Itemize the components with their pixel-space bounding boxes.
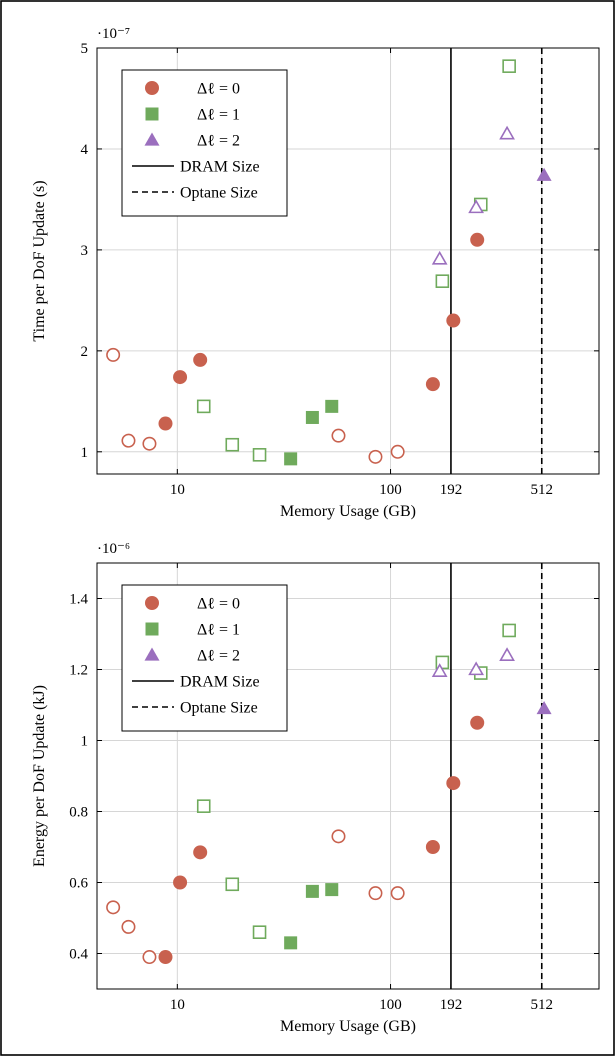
y-tick-label: 1.4 bbox=[69, 592, 88, 608]
legend-swatch-square bbox=[145, 107, 159, 121]
legend-swatch-circle bbox=[145, 596, 159, 610]
x-tick-label: 10 bbox=[170, 997, 185, 1013]
x-tick-label: 100 bbox=[379, 482, 402, 498]
legend-label: DRAM Size bbox=[180, 159, 260, 176]
legend-label: Optane Size bbox=[180, 700, 258, 717]
y-tick-label: 1 bbox=[81, 734, 89, 750]
y-tick-label: 0.6 bbox=[69, 876, 88, 892]
y-axis-label: Time per DoF Update (s) bbox=[31, 180, 48, 341]
data-point-triangle-filled bbox=[536, 701, 552, 715]
data-point-square-open bbox=[196, 799, 211, 813]
data-point-triangle-open bbox=[468, 199, 485, 214]
data-point-circle-open bbox=[331, 428, 346, 443]
data-point-square-filled bbox=[325, 883, 339, 897]
legend-label: DRAM Size bbox=[180, 674, 260, 691]
data-point-square-open bbox=[502, 623, 516, 638]
legend-label: Δℓ = 1 bbox=[197, 107, 240, 124]
chart-panel-1: 10 100 192 512 1 2 3 4 5 ·10⁻⁷ Memory Usage (GB) Ti… bbox=[31, 26, 600, 520]
data-point-circle-filled bbox=[158, 950, 173, 965]
y-tick-label: 2 bbox=[81, 344, 89, 360]
data-point-triangle-open bbox=[499, 647, 515, 661]
x-tick-label: 192 bbox=[440, 482, 463, 498]
data-point-circle-filled bbox=[158, 416, 173, 431]
data-point-square-filled bbox=[284, 452, 298, 466]
data-point-triangle-open bbox=[468, 661, 485, 676]
legend-label: Δℓ = 2 bbox=[197, 133, 240, 150]
data-point-circle-filled bbox=[193, 352, 208, 367]
data-point-circle-filled bbox=[173, 370, 188, 385]
data-point-square-open bbox=[435, 274, 450, 288]
legend-label: Δℓ = 2 bbox=[197, 648, 240, 665]
x-tick-label: 512 bbox=[531, 482, 554, 498]
data-point-circle-open bbox=[368, 449, 383, 464]
data-point-circle-open bbox=[106, 900, 121, 915]
legend: Δℓ = 0 Δℓ = 1 Δℓ = 2 DRAM Size Optane Size bbox=[121, 69, 288, 217]
data-point-circle-filled bbox=[470, 232, 485, 247]
data-point-circle-filled bbox=[425, 377, 440, 392]
data-point-triangle-filled bbox=[536, 167, 552, 181]
chart-panel-2: 10 100 192 512 0.4 0.6 0.8 1 1.2 1.4 ·10⁻⁶ Memory U… bbox=[31, 541, 600, 1035]
y-axis-multiplier: ·10⁻⁷ bbox=[97, 26, 130, 42]
y-axis-multiplier: ·10⁻⁶ bbox=[97, 541, 130, 557]
data-point-square-open bbox=[252, 448, 267, 462]
data-point-circle-open bbox=[368, 886, 383, 901]
x-tick-label: 10 bbox=[170, 482, 185, 498]
data-point-square-open bbox=[252, 925, 267, 940]
data-point-circle-filled bbox=[446, 313, 461, 328]
data-point-circle-open bbox=[121, 433, 136, 448]
data-point-square-filled bbox=[305, 410, 319, 424]
legend-label: Δℓ = 0 bbox=[197, 596, 240, 613]
y-tick-label: 4 bbox=[81, 142, 89, 158]
legend-label: Δℓ = 1 bbox=[197, 622, 240, 639]
data-point-square-open bbox=[225, 877, 240, 892]
y-tick-label: 1.2 bbox=[69, 663, 88, 679]
x-tick-label: 100 bbox=[379, 997, 402, 1013]
data-point-triangle-open bbox=[499, 125, 515, 140]
y-axis-label: Energy per DoF Update (kJ) bbox=[31, 685, 48, 867]
legend-swatch-triangle bbox=[144, 132, 160, 146]
y-tick-label: 5 bbox=[81, 41, 89, 57]
data-point-circle-filled bbox=[173, 875, 188, 890]
legend: Δℓ = 0 Δℓ = 1 Δℓ = 2 DRAM Size Optane Size bbox=[121, 584, 288, 732]
legend-swatch-circle bbox=[145, 81, 159, 95]
data-point-circle-filled bbox=[425, 840, 440, 854]
y-tick-label: 0.8 bbox=[69, 805, 88, 821]
data-point-circle-open bbox=[142, 950, 157, 965]
data-point-square-filled bbox=[305, 884, 319, 898]
data-point-circle-open bbox=[331, 829, 346, 844]
data-point-circle-open bbox=[390, 444, 405, 459]
legend-label: Optane Size bbox=[180, 185, 258, 202]
plot-area-border bbox=[96, 47, 600, 475]
y-tick-label: 3 bbox=[81, 243, 89, 259]
x-tick-label: 512 bbox=[531, 997, 554, 1013]
data-point-circle-open bbox=[142, 436, 157, 451]
data-point-circle-open bbox=[390, 886, 405, 901]
legend-swatch-square bbox=[145, 622, 159, 636]
data-point-circle-open bbox=[106, 347, 121, 362]
data-point-triangle-open bbox=[431, 250, 448, 265]
plot-area-border bbox=[96, 562, 600, 990]
data-point-square-open bbox=[225, 437, 240, 452]
data-point-square-filled bbox=[284, 936, 298, 950]
data-point-circle-filled bbox=[446, 776, 461, 791]
x-axis-label: Memory Usage (GB) bbox=[280, 1018, 416, 1035]
legend-label: Δℓ = 0 bbox=[197, 81, 240, 98]
x-tick-label: 192 bbox=[440, 997, 463, 1013]
data-point-square-open bbox=[196, 399, 211, 414]
data-point-circle-open bbox=[121, 919, 136, 934]
x-axis-label: Memory Usage (GB) bbox=[280, 503, 416, 520]
data-point-circle-filled bbox=[193, 845, 208, 860]
legend-swatch-triangle bbox=[144, 647, 160, 661]
data-point-square-open bbox=[502, 59, 516, 73]
data-point-circle-filled bbox=[470, 715, 485, 730]
data-point-square-filled bbox=[325, 399, 339, 413]
data-point-triangle-open bbox=[431, 663, 448, 677]
y-tick-label: 1 bbox=[81, 445, 89, 461]
y-tick-label: 0.4 bbox=[69, 947, 88, 963]
